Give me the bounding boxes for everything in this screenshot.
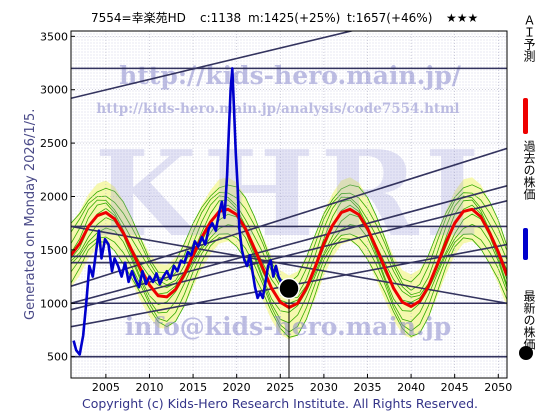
x-tick-label: 2040 (397, 381, 425, 394)
legend-ai-forecast-swatch (523, 98, 528, 134)
x-tick-label: 2030 (310, 381, 338, 394)
trend-line (71, 199, 507, 311)
band-fill (71, 177, 507, 340)
price-series (72, 67, 285, 356)
legend-ai-forecast-label: ＡＩ予測 (522, 14, 536, 62)
x-tick-label: 2035 (353, 381, 381, 394)
trend-line (71, 185, 507, 305)
trend-lines (71, 31, 507, 328)
y-tick-label: 3500 (40, 30, 68, 43)
watermark-logo: KHRI (94, 124, 485, 263)
header-current: c:1138 (200, 11, 241, 25)
plot-frame (70, 30, 508, 379)
x-tick-label: 2045 (441, 381, 469, 394)
header-rating: ★★★ (446, 11, 478, 25)
latest-price-marker (278, 277, 300, 300)
trend-line (71, 225, 507, 305)
watermarks: KHRI http://kids-hero.main.jp/ http://ki… (94, 61, 485, 341)
legend-latest-price-dot (519, 346, 533, 360)
header-target-m: m:1425(+25%) (248, 11, 340, 25)
y-tick-label: 2000 (40, 190, 68, 203)
legend-past-price-swatch (523, 228, 528, 260)
x-tick-label: 2050 (484, 381, 512, 394)
y-tick-label: 3000 (40, 84, 68, 97)
trend-line (71, 31, 355, 100)
x-tick-label: 2015 (179, 381, 207, 394)
copyright-footer: Copyright (c) Kids-Hero Research Institu… (81, 396, 479, 411)
latest-price-marker-group (278, 277, 300, 378)
y-tick-label: 2500 (40, 137, 68, 150)
legend-latest-price: 最新の株価 (514, 290, 540, 400)
legend-past-price: 過去の株価 (514, 140, 540, 260)
x-tick-label: 2025 (266, 381, 294, 394)
watermark-analysis-url: http://kids-hero.main.jp/analysis/code75… (96, 101, 459, 117)
x-tick-label: 2010 (135, 381, 163, 394)
y-tick-label: 1500 (40, 244, 68, 257)
x-tick-label: 2020 (223, 381, 251, 394)
legend-latest-price-label: 最新の株価 (522, 290, 536, 350)
header-code-name: 7554=幸楽苑HD (91, 11, 186, 25)
axes: 2005 2010 2015 2020 2025 2030 2035 2040 2045 2050… (40, 30, 512, 394)
x-tick-label: 2005 (92, 381, 120, 394)
y-tick-label: 1000 (40, 297, 68, 310)
header-target-t: t:1657(+46%) (347, 11, 432, 25)
legend-ai-forecast: ＡＩ予測 (514, 14, 540, 134)
y-tick-label: 500 (47, 351, 68, 364)
generated-date-label: Generated on Monday 2026/1/5. (23, 108, 38, 320)
legend-past-price-label: 過去の株価 (522, 140, 536, 200)
watermark-url: http://kids-hero.main.jp/ (119, 61, 462, 90)
price-line (72, 67, 285, 356)
watermark-email: info@kids-hero.main.jp (125, 312, 452, 341)
